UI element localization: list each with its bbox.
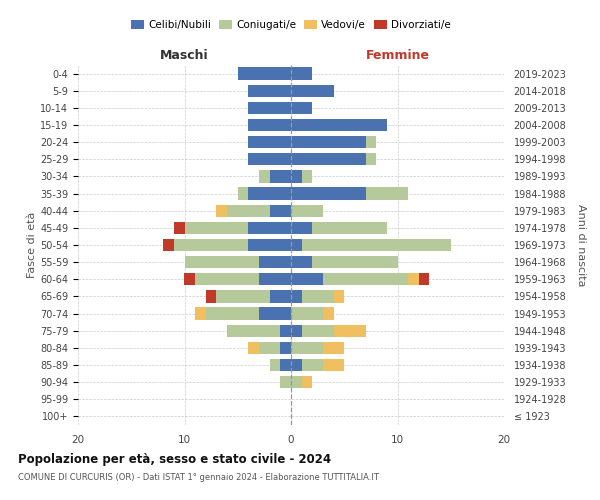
Bar (408, 273, 419, 285)
Bar (248, 222, 291, 234)
Bar (291, 290, 302, 302)
Y-axis label: Anni di nascita: Anni di nascita (576, 204, 586, 286)
Bar (302, 324, 334, 337)
Bar (291, 204, 323, 217)
Bar (259, 342, 280, 354)
Bar (291, 222, 313, 234)
Legend: Celibi/Nubili, Coniugati/e, Vedovi/e, Divorziati/e: Celibi/Nubili, Coniugati/e, Vedovi/e, Di… (127, 16, 455, 34)
Bar (291, 359, 302, 371)
Bar (248, 239, 291, 251)
Bar (334, 324, 365, 337)
Text: COMUNE DI CURCURIS (OR) - Dati ISTAT 1° gennaio 2024 - Elaborazione TUTTITALIA.I: COMUNE DI CURCURIS (OR) - Dati ISTAT 1° … (18, 472, 379, 482)
Bar (365, 153, 376, 166)
Bar (302, 239, 451, 251)
Text: Popolazione per età, sesso e stato civile - 2024: Popolazione per età, sesso e stato civil… (18, 452, 331, 466)
Bar (227, 324, 280, 337)
Bar (419, 273, 430, 285)
Bar (291, 342, 323, 354)
Bar (291, 119, 387, 131)
Bar (174, 222, 185, 234)
Bar (259, 170, 270, 182)
Bar (163, 239, 174, 251)
Bar (248, 102, 291, 114)
Bar (248, 136, 291, 148)
Bar (291, 102, 313, 114)
Bar (248, 342, 259, 354)
Bar (185, 273, 195, 285)
Bar (291, 376, 302, 388)
Bar (270, 170, 291, 182)
Bar (195, 273, 259, 285)
Bar (238, 68, 291, 80)
Bar (259, 308, 291, 320)
Bar (365, 188, 408, 200)
Bar (323, 273, 408, 285)
Bar (313, 256, 398, 268)
Bar (248, 188, 291, 200)
Bar (217, 290, 270, 302)
Bar (334, 290, 344, 302)
Bar (280, 376, 291, 388)
Bar (323, 342, 344, 354)
Text: Maschi: Maschi (160, 48, 209, 62)
Bar (174, 239, 248, 251)
Bar (291, 84, 334, 97)
Bar (291, 256, 313, 268)
Bar (185, 256, 259, 268)
Bar (291, 136, 365, 148)
Bar (206, 308, 259, 320)
Bar (291, 68, 313, 80)
Bar (248, 153, 291, 166)
Bar (259, 256, 291, 268)
Bar (195, 308, 206, 320)
Bar (270, 204, 291, 217)
Bar (291, 188, 365, 200)
Bar (259, 273, 291, 285)
Bar (280, 342, 291, 354)
Bar (280, 359, 291, 371)
Bar (291, 308, 323, 320)
Y-axis label: Fasce di età: Fasce di età (27, 212, 37, 278)
Bar (313, 222, 387, 234)
Bar (270, 290, 291, 302)
Bar (323, 308, 334, 320)
Bar (291, 324, 302, 337)
Bar (280, 324, 291, 337)
Text: Femmine: Femmine (365, 48, 430, 62)
Bar (217, 204, 227, 217)
Bar (291, 273, 323, 285)
Bar (185, 222, 248, 234)
Bar (365, 136, 376, 148)
Bar (302, 359, 323, 371)
Bar (227, 204, 270, 217)
Bar (291, 239, 302, 251)
Bar (302, 376, 312, 388)
Bar (270, 359, 280, 371)
Bar (302, 170, 312, 182)
Bar (248, 84, 291, 97)
Bar (291, 153, 365, 166)
Bar (323, 359, 344, 371)
Bar (238, 188, 248, 200)
Bar (302, 290, 334, 302)
Bar (248, 119, 291, 131)
Bar (291, 170, 302, 182)
Bar (206, 290, 217, 302)
